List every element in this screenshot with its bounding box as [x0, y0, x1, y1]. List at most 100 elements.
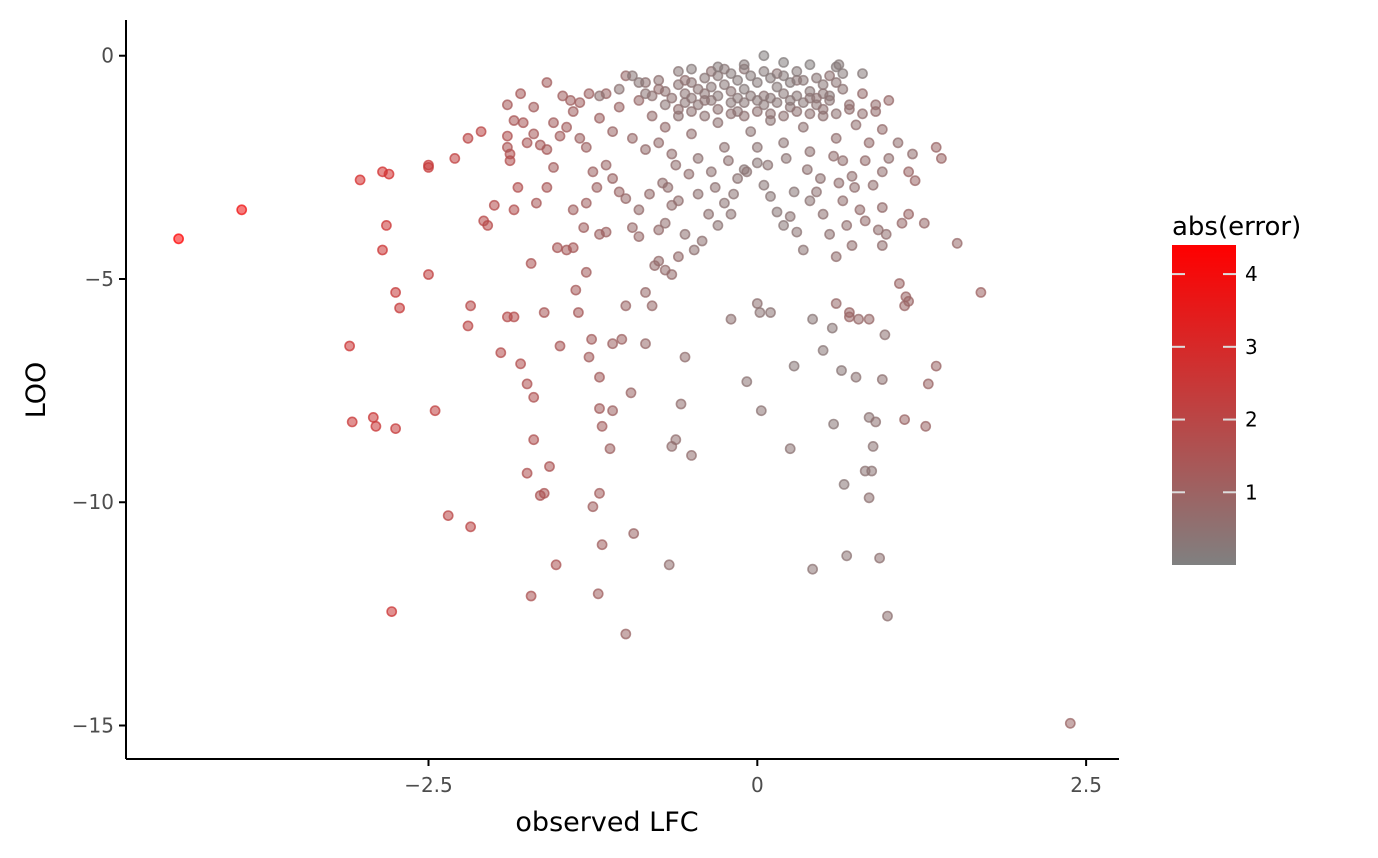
y-tick-label: −5 [85, 267, 114, 291]
data-point [521, 467, 533, 479]
data-point [528, 391, 540, 403]
data-point [778, 110, 789, 122]
data-point [863, 492, 875, 504]
data-point [797, 244, 809, 256]
data-point [738, 110, 750, 122]
data-point [751, 77, 763, 88]
data-point [907, 148, 918, 160]
data-point [765, 72, 776, 84]
data-point [525, 590, 537, 602]
data-point [659, 121, 671, 133]
data-point [662, 181, 674, 193]
data-point [646, 110, 658, 122]
data-point [548, 161, 559, 173]
data-point [633, 95, 645, 106]
data-point [751, 141, 763, 153]
y-axis-ticks: 0 −5 −10 −15 [72, 44, 126, 738]
data-point [344, 340, 355, 352]
data-point [508, 204, 520, 216]
data-point [670, 159, 682, 171]
data-point [380, 219, 392, 231]
data-point [596, 420, 608, 432]
data-point [686, 77, 697, 88]
x-tick-label: 0 [751, 773, 764, 797]
data-point [771, 81, 783, 93]
data-point [429, 405, 441, 417]
data-point [673, 195, 684, 207]
data-point [892, 137, 904, 149]
data-point [732, 74, 743, 86]
data-point [838, 478, 850, 490]
data-point [732, 173, 743, 184]
data-point [797, 74, 809, 86]
data-point [449, 152, 461, 164]
data-point [709, 181, 721, 193]
data-point [627, 132, 638, 144]
data-point [867, 440, 879, 452]
data-point [837, 195, 849, 207]
data-point [741, 376, 753, 388]
data-point [625, 387, 637, 399]
data-point [918, 217, 930, 229]
data-point [501, 141, 513, 153]
data-point [173, 233, 184, 245]
data-point [587, 166, 599, 178]
data-point [705, 81, 717, 93]
data-point [508, 311, 520, 323]
data-point [653, 74, 665, 86]
data-point [920, 420, 932, 432]
data-point [830, 298, 842, 309]
data-point [784, 443, 796, 455]
data-point [501, 130, 513, 142]
data-point [604, 443, 616, 455]
data-point [930, 360, 942, 372]
colorbar-tick-label: 1 [1245, 480, 1258, 504]
data-point [354, 174, 366, 186]
data-point [482, 219, 494, 231]
data-point [594, 228, 605, 240]
data-point [423, 161, 434, 173]
data-point [442, 510, 454, 521]
data-point [804, 92, 816, 104]
data-point [574, 97, 586, 108]
data-point [504, 155, 516, 167]
data-point [567, 106, 579, 117]
data-point [515, 358, 526, 370]
data-point [896, 217, 908, 229]
data-point [620, 300, 632, 312]
data-point [600, 159, 612, 171]
data-point [857, 108, 868, 120]
data-point [778, 70, 789, 82]
data-point [745, 70, 757, 82]
data-point [659, 99, 671, 111]
data-points [173, 50, 1076, 729]
data-point [828, 418, 839, 430]
data-point [870, 99, 882, 111]
colorbar-tick-label: 4 [1245, 262, 1258, 286]
data-point [833, 59, 845, 71]
data-point [725, 86, 737, 97]
data-point [930, 141, 942, 153]
data-point [686, 92, 697, 104]
data-point [837, 68, 849, 79]
data-point [346, 416, 358, 428]
data-point [859, 215, 871, 227]
data-point [758, 179, 770, 191]
data-point [866, 465, 878, 477]
data-point [594, 112, 605, 124]
data-point [876, 240, 888, 251]
data-point [592, 588, 604, 600]
data-point [528, 128, 540, 140]
data-point [874, 552, 885, 564]
data-point [567, 204, 579, 216]
data-point [633, 77, 645, 88]
data-point [863, 137, 875, 149]
color-legend: abs(error) 1 2 3 4 [1172, 212, 1301, 565]
data-point [675, 398, 687, 410]
data-point [538, 487, 550, 499]
data-point [719, 197, 730, 209]
data-point [607, 405, 618, 417]
data-point [613, 83, 625, 95]
data-point [863, 313, 875, 325]
